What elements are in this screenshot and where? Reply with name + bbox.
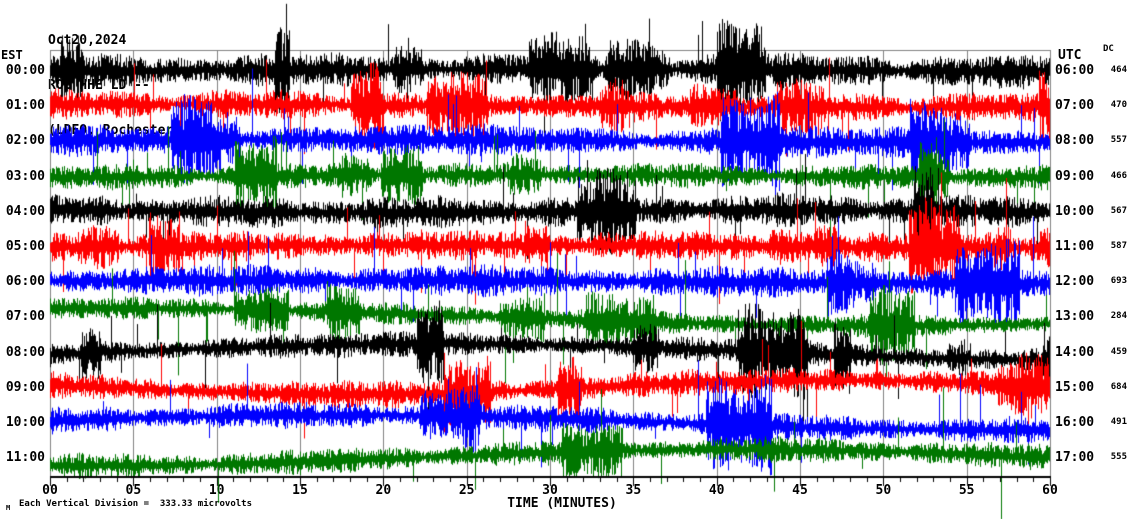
header-network: (LDEO, Rochester): [48, 123, 182, 138]
utc-hour-label: 08:00: [1055, 133, 1095, 149]
utc-hour-label: 09:00: [1055, 168, 1095, 184]
utc-hour-label: 06:00: [1055, 63, 1095, 78]
utc-hour-label: 17:00: [1055, 450, 1095, 466]
x-tick-label: 00: [42, 483, 58, 498]
right-axis-title: UTC: [1058, 48, 1082, 63]
est-hour-label: 03:00: [5, 168, 45, 184]
dc-value: 466: [1110, 170, 1127, 181]
dc-value: 284: [1110, 311, 1127, 322]
x-tick-label: 40: [708, 483, 725, 498]
est-hour-label: 11:00: [5, 450, 45, 466]
utc-hour-label: 12:00: [1055, 274, 1095, 290]
est-hour-label: 04:00: [5, 203, 45, 219]
plot-header: Oct20,2024 ROC HHE LD -- (LDEO, Rocheste…: [48, 3, 181, 168]
utc-hour-label: 11:00: [1055, 239, 1095, 254]
est-hour-label: 05:00: [5, 239, 45, 254]
x-tick-label: 50: [875, 483, 892, 498]
corner-mark: M: [6, 504, 11, 512]
x-tick-label: 60: [1042, 483, 1058, 498]
est-hour-label: 01:00: [5, 98, 45, 114]
est-hour-label: 02:00: [5, 133, 45, 149]
utc-hour-label: 15:00: [1055, 379, 1095, 395]
x-tick-label: 55: [958, 483, 975, 498]
dc-value: 459: [1110, 346, 1127, 357]
header-date: Oct20,2024: [48, 33, 127, 48]
dc-value: 470: [1110, 100, 1127, 111]
x-tick-label: 20: [375, 483, 392, 498]
est-hour-label: 06:00: [5, 274, 45, 290]
x-axis-title: TIME (MINUTES): [507, 496, 617, 511]
utc-hour-label: 14:00: [1055, 344, 1095, 360]
x-tick-label: 35: [625, 483, 642, 498]
dc-value: 555: [1110, 452, 1127, 463]
est-hour-label: 07:00: [5, 309, 45, 325]
x-tick-label: 25: [458, 483, 475, 498]
utc-hour-label: 16:00: [1055, 415, 1095, 430]
dc-value: 587: [1110, 241, 1127, 251]
utc-hour-label: 07:00: [1055, 98, 1095, 114]
est-hour-label: 00:00: [5, 63, 45, 78]
dc-value: 567: [1110, 205, 1127, 216]
x-tick-label: 15: [292, 483, 308, 498]
dc-value: 693: [1110, 276, 1127, 287]
left-axis-title: EST: [1, 48, 23, 62]
est-hour-label: 09:00: [5, 379, 45, 395]
dc-value: 464: [1110, 65, 1127, 75]
x-tick-label: 05: [125, 483, 142, 498]
dc-value: 684: [1110, 381, 1127, 392]
utc-hour-label: 10:00: [1055, 203, 1095, 219]
dc-value: 557: [1110, 135, 1127, 146]
header-station: ROC HHE LD --: [48, 78, 150, 93]
dc-column-title: DC: [1103, 44, 1114, 54]
vertical-division-note: Each Vertical Division = 333.33 microvol…: [19, 499, 252, 509]
dc-value: 491: [1110, 417, 1127, 427]
x-tick-label: 45: [792, 483, 808, 498]
est-hour-label: 08:00: [5, 344, 45, 360]
est-hour-label: 10:00: [5, 415, 45, 430]
utc-hour-label: 13:00: [1055, 309, 1095, 325]
x-tick-label: 10: [208, 483, 225, 498]
